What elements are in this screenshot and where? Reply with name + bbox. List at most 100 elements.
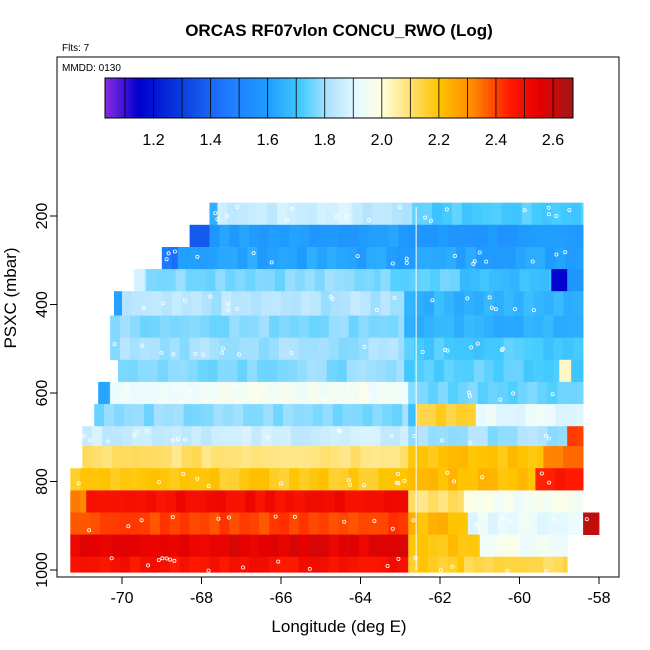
heatmap-cell <box>515 404 526 427</box>
colorbar-swatch <box>251 78 255 118</box>
flight-track-point <box>404 260 409 265</box>
heatmap-cell <box>100 556 111 573</box>
colorbar-swatch <box>564 78 568 118</box>
flight-track-point <box>292 514 297 519</box>
colorbar-swatch <box>473 78 477 118</box>
heatmap-cell <box>82 426 93 447</box>
flight-track-point <box>374 307 379 312</box>
heatmap-cell <box>251 426 262 447</box>
heatmap-cell <box>199 468 210 491</box>
heatmap-cell <box>139 468 151 491</box>
heatmap-cell <box>527 426 538 447</box>
heatmap-cell <box>205 269 216 292</box>
colorbar-swatch <box>186 78 191 118</box>
heatmap-cell <box>249 556 260 573</box>
flight-track-point <box>126 524 131 529</box>
colorbar-swatch <box>336 78 340 118</box>
heatmap-cell <box>547 224 558 248</box>
heatmap-cell <box>467 534 479 558</box>
heatmap-cell <box>227 202 238 226</box>
flight-track-point <box>489 305 494 310</box>
heatmap-cell <box>565 468 576 491</box>
colorbar-swatch <box>420 78 425 118</box>
flight-track-point <box>493 307 498 312</box>
heatmap-cell <box>179 534 190 558</box>
heatmap-cell <box>308 468 320 491</box>
heatmap-cell <box>539 534 550 558</box>
heatmap-cell <box>400 291 405 316</box>
colorbar-swatch <box>511 78 515 118</box>
heatmap-cell <box>396 247 407 270</box>
heatmap-cell <box>346 247 357 270</box>
colorbar <box>105 78 574 118</box>
heatmap-cell <box>191 291 202 316</box>
heatmap-cell <box>229 468 240 491</box>
heatmap-cell <box>457 512 469 535</box>
heatmap-cell <box>577 512 584 535</box>
heatmap-cell <box>179 337 190 361</box>
heatmap-cell <box>537 426 548 447</box>
heatmap-cell <box>493 291 504 316</box>
colorbar-swatch <box>330 78 334 118</box>
heatmap-cell <box>94 404 105 427</box>
flight-track-point <box>265 435 270 440</box>
flight-track-point <box>269 260 274 265</box>
heatmap-cell <box>497 468 508 491</box>
heatmap-cell <box>139 556 151 573</box>
colorbar-swatch <box>210 78 214 118</box>
heatmap-cell <box>237 247 248 270</box>
colorbar-swatch <box>280 78 284 118</box>
heatmap-cell <box>328 468 339 491</box>
flight-track-point <box>204 397 209 402</box>
heatmap-cell <box>336 359 347 383</box>
flight-track-point <box>172 558 177 563</box>
heatmap-cell <box>368 468 379 491</box>
flight-track-point <box>513 307 518 312</box>
x-axis: -70 -68 -66 -64 -62 -60 -58 <box>110 577 611 607</box>
heatmap-cell <box>511 202 522 226</box>
heatmap-cell <box>517 512 528 535</box>
flight-track-point <box>125 386 130 391</box>
heatmap-cell <box>191 446 202 469</box>
heatmap-cell <box>239 381 250 405</box>
heatmap-cell <box>388 534 399 558</box>
colorbar-swatch <box>143 78 147 118</box>
heatmap-cell <box>209 468 220 491</box>
heatmap-cell <box>90 512 101 535</box>
colorbar-swatch <box>268 78 273 118</box>
heatmap-cell <box>110 315 121 339</box>
flight-track-point <box>385 564 390 569</box>
heatmap-cell <box>477 534 481 558</box>
colorbar-swatch <box>526 78 530 118</box>
heatmap-cell <box>249 315 260 339</box>
flight-track-point <box>390 261 395 266</box>
flight-track-point <box>395 471 400 476</box>
heatmap-cell <box>235 490 246 513</box>
heatmap-cell <box>529 534 540 558</box>
heatmap-cell <box>110 337 121 361</box>
heatmap-cell <box>537 224 548 248</box>
heatmap-cell <box>277 202 288 226</box>
heatmap-cell <box>328 556 339 573</box>
heatmap-cell <box>191 426 202 447</box>
heatmap-cell <box>428 381 439 405</box>
heatmap-cell <box>271 426 282 447</box>
heatmap-cell <box>159 556 171 573</box>
heatmap-cell <box>209 337 220 361</box>
colorbar-swatch <box>183 78 188 118</box>
flight-track-point <box>531 308 536 313</box>
heatmap-cell <box>553 315 564 339</box>
flight-track-point <box>361 483 366 488</box>
heatmap-cell <box>354 269 365 292</box>
heatmap-cell <box>271 446 282 469</box>
heatmap-cell <box>171 291 182 316</box>
heatmap-cell <box>257 247 268 270</box>
heatmap-cell <box>314 269 326 292</box>
heatmap-cell <box>567 224 578 248</box>
colorbar-swatch <box>415 78 419 118</box>
x-tick-label: -66 <box>269 590 292 607</box>
heatmap-cell <box>163 404 174 427</box>
heatmap-cell <box>149 468 161 491</box>
heatmap-cell <box>509 269 520 292</box>
heatmap-cell <box>404 291 415 316</box>
